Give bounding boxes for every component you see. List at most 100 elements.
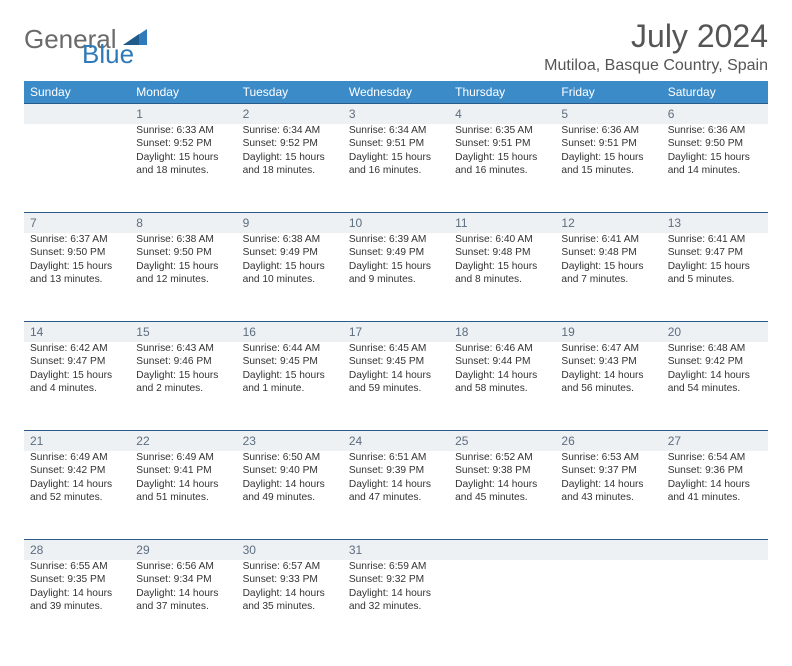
day-line: Sunrise: 6:57 AM xyxy=(243,560,337,573)
day-line: Sunrise: 6:33 AM xyxy=(136,124,230,137)
day-line: Sunset: 9:47 PM xyxy=(668,246,762,259)
day-cell: Sunrise: 6:47 AMSunset: 9:43 PMDaylight:… xyxy=(555,342,661,431)
day-line: and 18 minutes. xyxy=(243,164,337,177)
day-line: Sunset: 9:39 PM xyxy=(349,464,443,477)
day-line: and 56 minutes. xyxy=(561,382,655,395)
day-line: Sunrise: 6:34 AM xyxy=(243,124,337,137)
day-line: and 54 minutes. xyxy=(668,382,762,395)
day-number: 19 xyxy=(555,322,661,343)
day-line: Daylight: 15 hours xyxy=(136,260,230,273)
day-header: Thursday xyxy=(449,81,555,104)
day-number: 2 xyxy=(237,104,343,125)
day-line: Daylight: 15 hours xyxy=(136,369,230,382)
day-line: Sunset: 9:40 PM xyxy=(243,464,337,477)
day-line: Sunset: 9:42 PM xyxy=(668,355,762,368)
day-line: Sunset: 9:50 PM xyxy=(668,137,762,150)
day-line: Daylight: 14 hours xyxy=(243,587,337,600)
day-header: Monday xyxy=(130,81,236,104)
content-row: Sunrise: 6:37 AMSunset: 9:50 PMDaylight:… xyxy=(24,233,768,322)
day-line: and 59 minutes. xyxy=(349,382,443,395)
day-header: Sunday xyxy=(24,81,130,104)
day-cell: Sunrise: 6:50 AMSunset: 9:40 PMDaylight:… xyxy=(237,451,343,540)
day-line: and 7 minutes. xyxy=(561,273,655,286)
day-line: Sunset: 9:37 PM xyxy=(561,464,655,477)
day-number: 28 xyxy=(24,540,130,561)
day-line: Sunrise: 6:41 AM xyxy=(668,233,762,246)
day-line: Sunset: 9:51 PM xyxy=(349,137,443,150)
day-cell: Sunrise: 6:41 AMSunset: 9:48 PMDaylight:… xyxy=(555,233,661,322)
day-line: and 13 minutes. xyxy=(30,273,124,286)
content-row: Sunrise: 6:55 AMSunset: 9:35 PM Daylight:… xyxy=(24,560,768,648)
day-cell: Sunrise: 6:53 AMSunset: 9:37 PMDaylight:… xyxy=(555,451,661,540)
day-cell: Sunrise: 6:34 AMSunset: 9:51 PMDaylight:… xyxy=(343,124,449,213)
day-cell: Sunrise: 6:39 AMSunset: 9:49 PMDaylight:… xyxy=(343,233,449,322)
day-cell: Sunrise: 6:43 AMSunset: 9:46 PMDaylight:… xyxy=(130,342,236,431)
day-cell: Sunrise: 6:45 AMSunset: 9:45 PMDaylight:… xyxy=(343,342,449,431)
day-line: Daylight: 14 hours xyxy=(349,369,443,382)
day-line: and 2 minutes. xyxy=(136,382,230,395)
day-cell: Sunrise: 6:40 AMSunset: 9:48 PMDaylight:… xyxy=(449,233,555,322)
day-header: Saturday xyxy=(662,81,768,104)
day-line: Daylight: 14 hours xyxy=(455,369,549,382)
day-line: Sunset: 9:49 PM xyxy=(243,246,337,259)
day-number: 4 xyxy=(449,104,555,125)
day-number xyxy=(555,540,661,561)
day-number: 21 xyxy=(24,431,130,452)
day-number: 22 xyxy=(130,431,236,452)
day-line: Daylight: 15 hours xyxy=(561,151,655,164)
day-line: Sunrise: 6:35 AM xyxy=(455,124,549,137)
day-line: Sunrise: 6:42 AM xyxy=(30,342,124,355)
day-line: Daylight: 15 hours xyxy=(243,151,337,164)
day-line: Sunrise: 6:38 AM xyxy=(136,233,230,246)
day-cell: Sunrise: 6:51 AMSunset: 9:39 PMDaylight:… xyxy=(343,451,449,540)
day-number: 20 xyxy=(662,322,768,343)
day-line: and 41 minutes. xyxy=(668,491,762,504)
day-line: and 14 minutes. xyxy=(668,164,762,177)
day-line: Sunset: 9:41 PM xyxy=(136,464,230,477)
day-number: 18 xyxy=(449,322,555,343)
day-line: Sunrise: 6:38 AM xyxy=(243,233,337,246)
day-line: Sunset: 9:36 PM xyxy=(668,464,762,477)
day-line: Sunrise: 6:34 AM xyxy=(349,124,443,137)
day-line: Sunrise: 6:49 AM xyxy=(136,451,230,464)
day-line: Sunset: 9:48 PM xyxy=(561,246,655,259)
day-number: 24 xyxy=(343,431,449,452)
day-cell xyxy=(555,560,661,648)
day-line: and 8 minutes. xyxy=(455,273,549,286)
day-line: Sunset: 9:34 PM xyxy=(136,573,230,586)
day-line: Daylight: 14 hours xyxy=(136,478,230,491)
day-cell: Sunrise: 6:35 AMSunset: 9:51 PMDaylight:… xyxy=(449,124,555,213)
day-cell: Sunrise: 6:37 AMSunset: 9:50 PMDaylight:… xyxy=(24,233,130,322)
day-line: Daylight: 15 hours xyxy=(243,260,337,273)
day-number: 25 xyxy=(449,431,555,452)
daynum-row: 78910111213 xyxy=(24,213,768,234)
day-line: Sunset: 9:45 PM xyxy=(349,355,443,368)
day-cell xyxy=(449,560,555,648)
day-line: Sunrise: 6:51 AM xyxy=(349,451,443,464)
day-number: 14 xyxy=(24,322,130,343)
day-line: Sunrise: 6:55 AM xyxy=(30,560,124,573)
day-line: and 32 minutes. xyxy=(349,600,443,613)
content-row: Sunrise: 6:33 AMSunset: 9:52 PMDaylight:… xyxy=(24,124,768,213)
day-line: Daylight: 15 hours xyxy=(668,260,762,273)
day-line: Sunrise: 6:37 AM xyxy=(30,233,124,246)
day-line: Daylight: 14 hours xyxy=(349,478,443,491)
day-line: Sunset: 9:52 PM xyxy=(243,137,337,150)
day-number: 1 xyxy=(130,104,236,125)
day-number: 12 xyxy=(555,213,661,234)
day-line: and 18 minutes. xyxy=(136,164,230,177)
day-cell: Sunrise: 6:54 AMSunset: 9:36 PMDaylight:… xyxy=(662,451,768,540)
day-number: 29 xyxy=(130,540,236,561)
day-line: Sunrise: 6:40 AM xyxy=(455,233,549,246)
day-line: and 49 minutes. xyxy=(243,491,337,504)
day-header: Wednesday xyxy=(343,81,449,104)
day-line: Daylight: 15 hours xyxy=(349,151,443,164)
day-cell: Sunrise: 6:42 AMSunset: 9:47 PMDaylight:… xyxy=(24,342,130,431)
day-line: Sunset: 9:38 PM xyxy=(455,464,549,477)
day-cell: Sunrise: 6:38 AMSunset: 9:50 PMDaylight:… xyxy=(130,233,236,322)
day-line: Sunset: 9:35 PM xyxy=(30,573,124,586)
day-line: and 45 minutes. xyxy=(455,491,549,504)
day-cell: Sunrise: 6:38 AMSunset: 9:49 PMDaylight:… xyxy=(237,233,343,322)
day-header: Friday xyxy=(555,81,661,104)
day-line: Sunset: 9:33 PM xyxy=(243,573,337,586)
